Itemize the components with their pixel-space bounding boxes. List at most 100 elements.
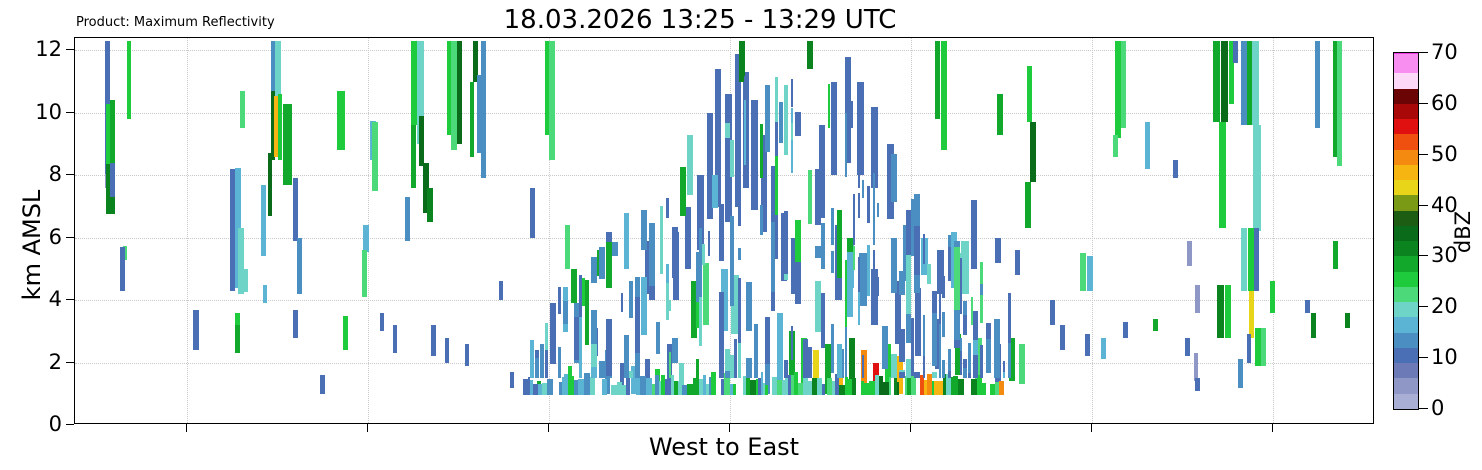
- reflectivity-bar: [530, 187, 535, 238]
- core-echo-bar: [635, 277, 640, 297]
- core-echo-bar: [629, 281, 633, 319]
- low-level-echo-bar: [706, 384, 709, 395]
- low-level-echo-bar: [822, 384, 825, 395]
- reflectivity-bar: [997, 94, 1003, 135]
- core-echo-bar: [873, 250, 875, 303]
- reflectivity-bar: [1248, 228, 1254, 291]
- reflectivity-bar: [813, 350, 819, 394]
- colorbar-segment: [1394, 103, 1418, 120]
- reflectivity-bar: [975, 337, 982, 382]
- y-tick-label: 0: [48, 412, 62, 436]
- core-echo-bar: [754, 323, 758, 379]
- gridline-vertical: [187, 38, 188, 423]
- reflectivity-bar: [1173, 159, 1178, 179]
- core-echo-bar: [980, 283, 983, 296]
- low-level-echo-bar: [699, 379, 703, 395]
- core-echo-bar: [831, 207, 834, 246]
- core-echo-bar: [699, 294, 702, 346]
- core-echo-bar: [845, 327, 847, 377]
- low-level-echo-bar: [709, 377, 711, 395]
- reflectivity-bar: [735, 53, 741, 207]
- low-level-echo-bar: [743, 375, 746, 395]
- reflectivity-bar: [1009, 337, 1015, 382]
- low-level-echo-bar: [869, 380, 875, 395]
- low-level-echo-bar: [827, 377, 832, 395]
- core-echo-bar: [696, 358, 699, 379]
- core-echo-bar: [968, 343, 971, 374]
- core-echo-bar: [672, 337, 678, 364]
- core-echo-bar: [862, 354, 864, 379]
- reflectivity-bar: [1213, 41, 1220, 123]
- core-echo-bar: [847, 101, 853, 128]
- low-level-echo-bar: [602, 378, 607, 395]
- core-echo-bar: [708, 231, 710, 257]
- core-echo-bar: [656, 321, 660, 355]
- x-tick-mark: [1091, 424, 1092, 432]
- colorbar-segment: [1394, 256, 1418, 272]
- y-tick-label: 4: [48, 287, 62, 312]
- reflectivity-bar: [1233, 41, 1238, 63]
- colorbar-tick-label: 10: [1431, 345, 1458, 370]
- low-level-echo-bar: [883, 382, 889, 395]
- core-echo-bar: [994, 329, 1000, 379]
- low-level-echo-bar: [622, 384, 626, 395]
- core-echo-bar: [530, 365, 534, 379]
- core-echo-bar: [629, 371, 633, 379]
- core-echo-bar: [899, 329, 905, 362]
- reflectivity-bar: [1311, 312, 1316, 338]
- core-echo-bar: [980, 345, 983, 379]
- reflectivity-bar: [565, 225, 570, 269]
- low-level-echo-bar: [765, 384, 768, 395]
- core-echo-bar: [591, 257, 597, 284]
- core-echo-bar: [699, 228, 702, 297]
- core-echo-bar: [1008, 342, 1011, 379]
- reflectivity-bar: [1187, 240, 1192, 266]
- core-echo-bar: [923, 314, 925, 376]
- core-echo-bar: [649, 272, 655, 300]
- core-echo-bar: [914, 194, 920, 256]
- colorbar-tick-label: 30: [1431, 243, 1458, 268]
- low-level-echo-bar: [640, 375, 646, 395]
- core-echo-bar: [960, 351, 962, 375]
- core-echo-bar: [795, 112, 801, 136]
- core-echo-bar: [746, 282, 752, 331]
- reflectivity-bar: [995, 237, 1001, 263]
- core-echo-bar: [535, 349, 539, 364]
- core-echo-bar: [899, 270, 905, 296]
- colorbar-tick-mark: [1419, 357, 1428, 359]
- reflectivity-bar: [1195, 284, 1200, 313]
- reflectivity-bar: [861, 350, 867, 394]
- low-level-echo-bar: [777, 380, 782, 395]
- reflectivity-bar: [419, 116, 424, 166]
- gridline-horizontal: [75, 362, 1373, 364]
- reflectivity-bar: [935, 41, 940, 120]
- reflectivity-bar: [238, 228, 244, 294]
- reflectivity-bar: [271, 91, 275, 160]
- colorbar-segment: [1394, 149, 1418, 165]
- core-echo-bar: [1003, 369, 1005, 379]
- reflectivity-bar: [293, 178, 298, 241]
- reflectivity-bar: [1225, 284, 1231, 338]
- colorbar-tick-label: 0: [1431, 396, 1445, 420]
- core-echo-bar: [911, 317, 914, 377]
- colorbar-segment: [1394, 363, 1418, 379]
- reflectivity-bar: [721, 268, 728, 332]
- reflectivity-bar: [380, 312, 384, 332]
- low-level-echo-bar: [574, 379, 578, 395]
- reflectivity-bar: [620, 362, 624, 394]
- reflectivity-bar: [1333, 41, 1338, 157]
- core-echo-bar: [606, 242, 612, 288]
- low-level-echo-bar: [746, 375, 750, 395]
- core-echo-bar: [540, 343, 544, 359]
- low-level-echo-bar: [533, 383, 538, 395]
- low-level-echo-bar: [861, 381, 864, 395]
- core-echo-bar: [795, 261, 801, 305]
- reflectivity-bar: [580, 278, 585, 307]
- low-level-echo-bar: [636, 374, 640, 395]
- reflectivity-bar: [1123, 322, 1128, 338]
- low-level-echo-bar: [958, 379, 964, 395]
- reflectivity-bar: [895, 281, 901, 344]
- reflectivity-bar: [1229, 41, 1234, 104]
- low-level-echo-bar: [817, 378, 822, 395]
- reflectivity-bar: [193, 309, 199, 351]
